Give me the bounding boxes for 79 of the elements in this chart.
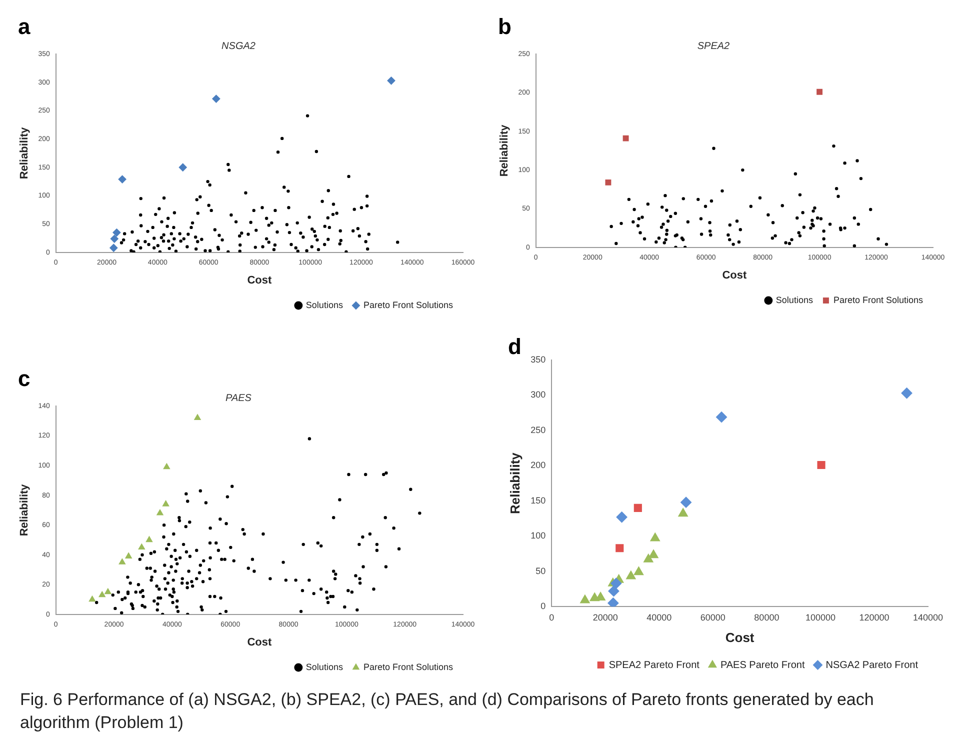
point [616, 512, 628, 523]
y-tick-label: 250 [530, 424, 546, 435]
legend-label: Pareto Front Solutions [363, 662, 454, 672]
point [901, 388, 912, 399]
point [678, 508, 688, 517]
y-tick-label: 150 [530, 495, 546, 506]
point [605, 179, 612, 186]
x-tick-label: 60000 [700, 612, 726, 622]
point [648, 550, 658, 558]
legend-label: PAES Pareto Front [720, 660, 805, 671]
chart-title: PAES [226, 392, 252, 404]
caption: Fig. 6 Performance of (a) NSGA2, (b) SPEA2, (c) PAES, and (d) Comparisons of Pareto fronts generated by each algorithm (Problem 1) [20, 689, 875, 734]
x-tick-label: 0 [549, 612, 554, 622]
chart-title: NSGA2 [222, 40, 256, 52]
point [194, 414, 202, 420]
y-tick-label: 300 [530, 390, 546, 400]
point [88, 595, 96, 602]
point [104, 588, 112, 594]
point [716, 412, 728, 423]
x-axis-title: Cost [247, 636, 272, 648]
x-axis-title: Cost [725, 630, 755, 645]
y-axis-title: Reliability [498, 124, 511, 177]
point [680, 496, 692, 508]
point [644, 554, 654, 562]
legend-label: NSGA2 Pareto Front [826, 660, 918, 671]
x-tick-label: 140000 [912, 612, 944, 622]
point [608, 586, 620, 597]
x-axis-title: Cost [247, 274, 272, 286]
point [146, 536, 153, 542]
chart-title: SPEA2 [697, 40, 730, 52]
point [634, 566, 644, 576]
point [178, 163, 188, 172]
point [610, 578, 622, 589]
point [626, 570, 636, 580]
x-tick-label: 40000 [646, 612, 672, 622]
text: c [18, 366, 30, 392]
point [580, 594, 590, 604]
x-tick-label: 80000 [754, 612, 780, 622]
legend-label: Pareto Front Solutions [363, 300, 454, 310]
y-axis-title: Reliability [18, 126, 31, 180]
y-tick-label: 0 [540, 601, 546, 612]
y-axis-title: Reliability [18, 483, 31, 536]
point [118, 558, 126, 564]
point [817, 460, 826, 470]
y-tick-label: 50 [536, 566, 546, 576]
text: a [18, 14, 30, 40]
text: b [498, 14, 512, 40]
y-axis-title: Reliability [507, 452, 522, 514]
point [112, 228, 121, 237]
point [162, 500, 170, 506]
x-tick-label: 20000 [592, 612, 618, 622]
legend-label: Solutions [306, 662, 344, 672]
text: d [508, 334, 522, 360]
y-tick-label: 350 [530, 354, 546, 364]
point [163, 462, 170, 470]
y-tick-label: 100 [530, 530, 546, 541]
point [98, 590, 106, 598]
point [138, 543, 146, 550]
point [156, 508, 164, 516]
point [650, 532, 660, 542]
point [212, 94, 220, 103]
x-tick-label: 100000 [805, 612, 836, 622]
point [616, 544, 624, 552]
legend-label: SPEA2 Pareto Front [608, 660, 700, 671]
x-axis-title: Cost [722, 269, 747, 282]
point [608, 598, 619, 607]
point [816, 88, 823, 95]
legend-label: Pareto Front Solutions [833, 294, 924, 305]
point [110, 234, 119, 243]
legend-label: Solutions [776, 294, 814, 305]
point [622, 135, 629, 142]
y-tick-label: 200 [530, 460, 546, 470]
legend-label: Solutions [306, 300, 344, 310]
x-tick-label: 120000 [859, 612, 890, 622]
point [118, 175, 126, 184]
point [387, 76, 396, 85]
point [634, 504, 642, 512]
point [109, 244, 118, 252]
point [124, 552, 132, 558]
